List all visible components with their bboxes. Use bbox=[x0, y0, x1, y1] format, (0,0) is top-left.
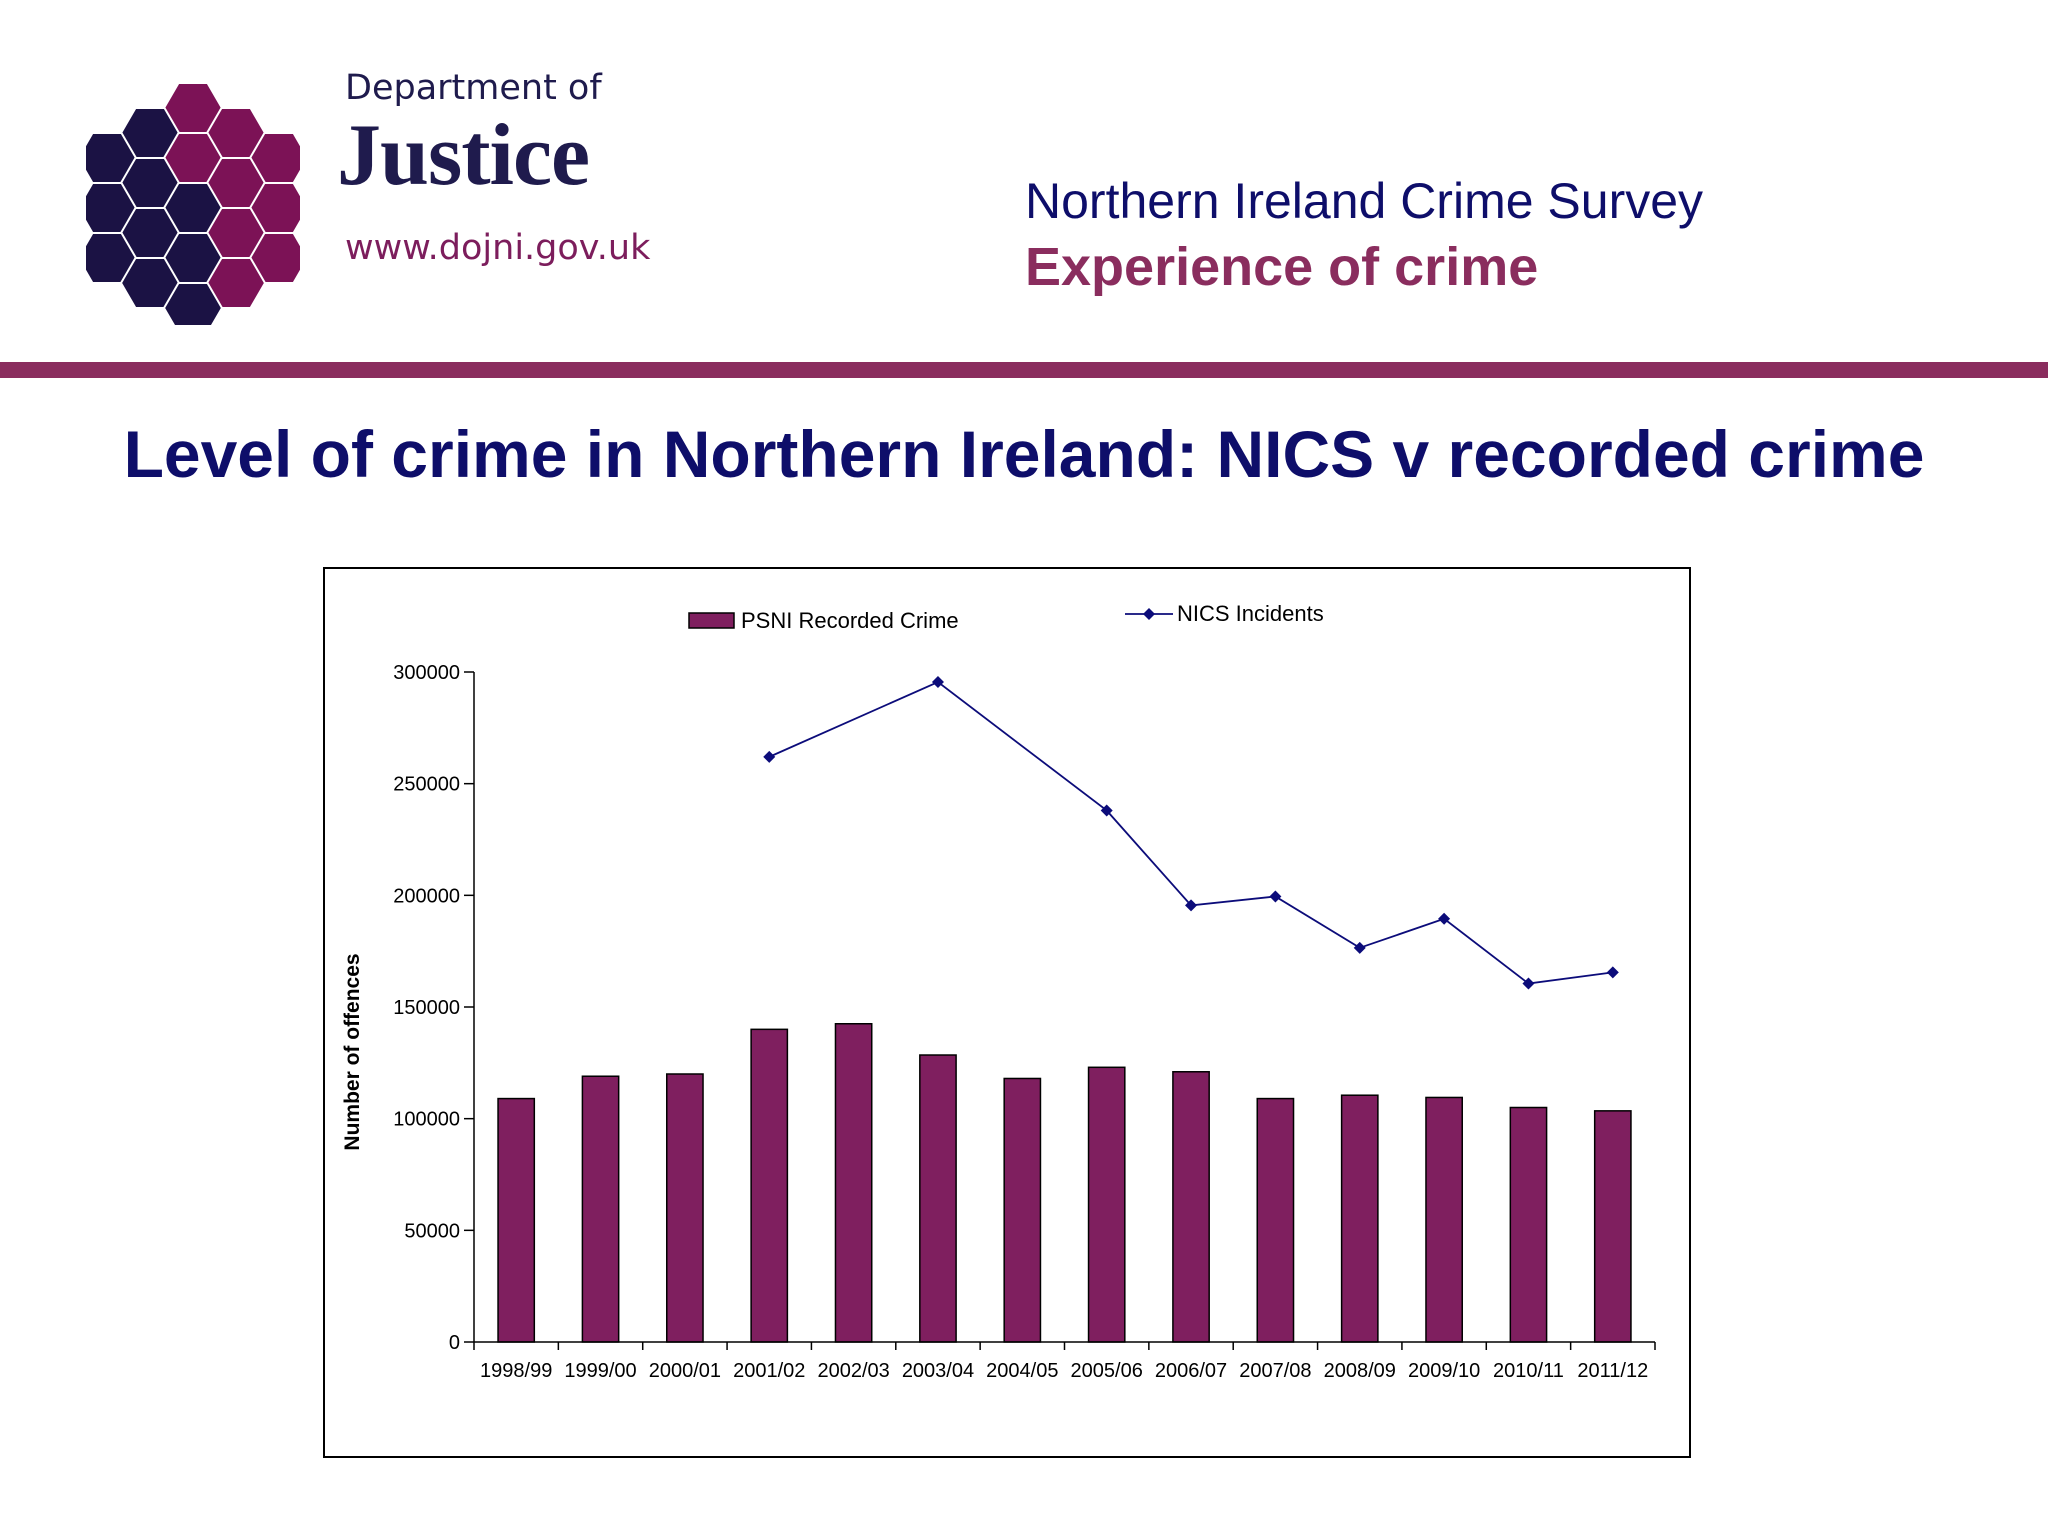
logo-url-text: www.dojni.gov.uk bbox=[345, 228, 651, 268]
x-tick-label: 2008/09 bbox=[1324, 1360, 1396, 1382]
legend-swatch-psni bbox=[688, 612, 735, 629]
survey-title: Northern Ireland Crime Survey bbox=[1025, 173, 1704, 229]
bar-psni-2002/03 bbox=[834, 1023, 873, 1343]
bar-psni-2003/04 bbox=[919, 1054, 957, 1343]
bar-psni-2011/12 bbox=[1593, 1110, 1632, 1343]
y-tick-label: 150000 bbox=[393, 997, 460, 1019]
x-tick-label: 2002/03 bbox=[817, 1360, 889, 1382]
bar-psni-2006/07 bbox=[1172, 1071, 1210, 1343]
survey-subtitle: Experience of crime bbox=[1025, 237, 1539, 297]
line-nics-incidents bbox=[768, 681, 1613, 985]
bar-psni-2009/10 bbox=[1425, 1096, 1463, 1343]
point-nics-2010/11 bbox=[1522, 977, 1535, 990]
point-nics-2007/08 bbox=[1269, 890, 1282, 903]
y-tick-label: 100000 bbox=[393, 1109, 460, 1131]
x-tick-label: 2000/01 bbox=[649, 1360, 721, 1382]
x-tick-label: 1999/00 bbox=[564, 1360, 636, 1382]
point-nics-2011/12 bbox=[1606, 966, 1619, 979]
bar-psni-2004/05 bbox=[1003, 1077, 1042, 1343]
point-nics-2006/07 bbox=[1185, 899, 1198, 912]
legend-label-psni: PSNI Recorded Crime bbox=[741, 608, 959, 633]
logo-justice-text: Justice bbox=[337, 107, 590, 204]
slide-title: Level of crime in Northern Ireland: NICS… bbox=[123, 417, 1925, 491]
bar-psni-2007/08 bbox=[1256, 1097, 1295, 1343]
bar-psni-2000/01 bbox=[666, 1073, 704, 1343]
x-tick-label: 2003/04 bbox=[902, 1360, 974, 1382]
bar-psni-1999/00 bbox=[581, 1075, 620, 1343]
x-tick-label: 2001/02 bbox=[733, 1360, 805, 1382]
point-nics-2008/09 bbox=[1353, 941, 1366, 954]
point-nics-2009/10 bbox=[1438, 912, 1451, 925]
point-nics-2003/04 bbox=[931, 676, 944, 689]
bar-psni-2010/11 bbox=[1509, 1106, 1548, 1343]
point-nics-2005/06 bbox=[1100, 804, 1113, 817]
legend-label-nics: NICS Incidents bbox=[1177, 601, 1324, 626]
legend-marker-nics bbox=[1143, 608, 1155, 620]
x-tick-label: 2011/12 bbox=[1577, 1360, 1648, 1382]
y-tick-label: 250000 bbox=[393, 774, 460, 796]
header-divider bbox=[0, 362, 2048, 378]
y-tick-label: 300000 bbox=[393, 662, 460, 684]
x-tick-label: 2004/05 bbox=[986, 1360, 1058, 1382]
chart-frame: 0 50000 100000 150000 200000 250000 300000 1998… bbox=[323, 567, 1691, 1458]
bar-psni-2008/09 bbox=[1340, 1094, 1379, 1343]
y-axis-title: Number of offences bbox=[341, 953, 364, 1150]
x-tick-label: 2010/11 bbox=[1493, 1360, 1564, 1382]
logo-hexagon bbox=[162, 282, 224, 325]
bar-psni-2001/02 bbox=[750, 1028, 789, 1343]
chart-legend: PSNI Recorded Crime NICS Incidents bbox=[688, 601, 1324, 633]
bar-psni-2005/06 bbox=[1087, 1066, 1126, 1343]
y-tick-label: 200000 bbox=[393, 885, 460, 907]
logo-department-of-text: Department of bbox=[345, 68, 602, 108]
x-tick-label: 1998/99 bbox=[480, 1360, 552, 1382]
department-logo-hexagons bbox=[86, 82, 300, 325]
bar-psni-1998/99 bbox=[497, 1097, 536, 1343]
point-nics-2001/02 bbox=[763, 750, 776, 763]
x-tick-label: 2005/06 bbox=[1071, 1360, 1143, 1382]
x-tick-label: 2009/10 bbox=[1408, 1360, 1480, 1382]
y-tick-label: 0 bbox=[449, 1332, 460, 1354]
x-tick-label: 2006/07 bbox=[1155, 1360, 1227, 1382]
y-tick-label: 50000 bbox=[404, 1220, 460, 1242]
chart: 0 50000 100000 150000 200000 250000 300000 1998… bbox=[341, 601, 1656, 1382]
x-tick-label: 2007/08 bbox=[1239, 1360, 1311, 1382]
